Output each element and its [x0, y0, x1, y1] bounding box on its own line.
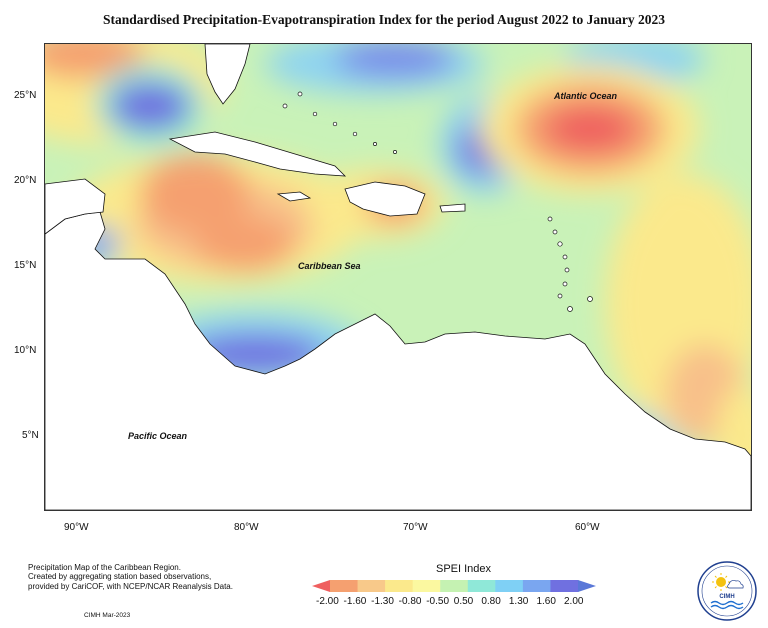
- cuba: [168, 131, 347, 177]
- land-masses: [45, 44, 751, 510]
- footnote: Precipitation Map of the Caribbean Regio…: [28, 563, 233, 591]
- legend-tick-label: 0.50: [453, 596, 474, 607]
- legend-swatch: [330, 580, 359, 592]
- lon-label-90w: 90°W: [64, 522, 89, 533]
- legend-title: SPEI Index: [436, 563, 492, 575]
- atlantic-ocean-label: Atlantic Ocean: [554, 91, 618, 101]
- legend-swatch: [357, 580, 386, 592]
- spei-map: [44, 43, 752, 511]
- jamaica: [276, 191, 312, 202]
- lat-label-25n: 25°N: [14, 90, 37, 101]
- legend-swatch: [440, 580, 469, 592]
- map-title: Standardised Precipitation-Evapotranspir…: [102, 12, 666, 27]
- legend-tick-label: 1.60: [536, 596, 556, 607]
- legend-tick-label: 2.00: [564, 596, 584, 607]
- lat-label-15n: 15°N: [14, 260, 37, 271]
- footnote-line-3: provided by CariCOF, with NCEP/NCAR Rean…: [28, 581, 233, 591]
- pacific-ocean-label: Pacific Ocean: [128, 431, 188, 441]
- lesser-antilles: [282, 91, 593, 312]
- legend-tick-label: -1.60: [343, 596, 367, 607]
- logo-text: CIMH: [719, 594, 734, 600]
- legend-swatch: [467, 580, 496, 592]
- legend-colorbar: [312, 580, 596, 592]
- mainland: [45, 211, 751, 510]
- puerto-rico: [439, 203, 466, 213]
- lon-label-60w: 60°W: [575, 522, 600, 533]
- lon-label-70w: 70°W: [403, 522, 428, 533]
- lon-label-80w: 80°W: [234, 522, 259, 533]
- legend-tick-label: -1.30: [371, 596, 394, 607]
- lat-label-10n: 10°N: [14, 345, 37, 356]
- footnote-line-2: Created by aggregating station based obs…: [28, 572, 212, 582]
- footnote-line-1: Precipitation Map of the Caribbean Regio…: [28, 563, 181, 572]
- legend-swatch: [550, 580, 579, 592]
- credit: CIMH Mar-2023: [84, 612, 131, 619]
- legend-arrow-high: [578, 580, 596, 592]
- legend-arrow-low: [312, 580, 330, 592]
- lat-label-5n: 5°N: [22, 430, 39, 441]
- legend-swatch: [522, 580, 551, 592]
- florida: [204, 44, 251, 105]
- sun-icon: [712, 573, 730, 591]
- waves-icon: [710, 600, 744, 606]
- legend-tick-label: 1.30: [508, 596, 529, 607]
- legend-swatch: [412, 580, 441, 592]
- legend-swatch: [385, 580, 414, 592]
- cimh-logo: CIMH: [697, 561, 757, 621]
- legend-swatch: [495, 580, 524, 592]
- cloud-icon: [727, 580, 744, 589]
- legend-tick-label: -2.00: [316, 596, 339, 607]
- lat-label-20n: 20°N: [14, 175, 37, 186]
- legend-tick-label: -0.50: [426, 596, 450, 607]
- legend-tick-label: 0.80: [481, 596, 501, 607]
- hispaniola: [344, 181, 426, 217]
- yucatan: [45, 178, 106, 235]
- legend-tick-label: -0.80: [398, 596, 422, 607]
- caribbean-sea-label: Caribbean Sea: [298, 261, 361, 271]
